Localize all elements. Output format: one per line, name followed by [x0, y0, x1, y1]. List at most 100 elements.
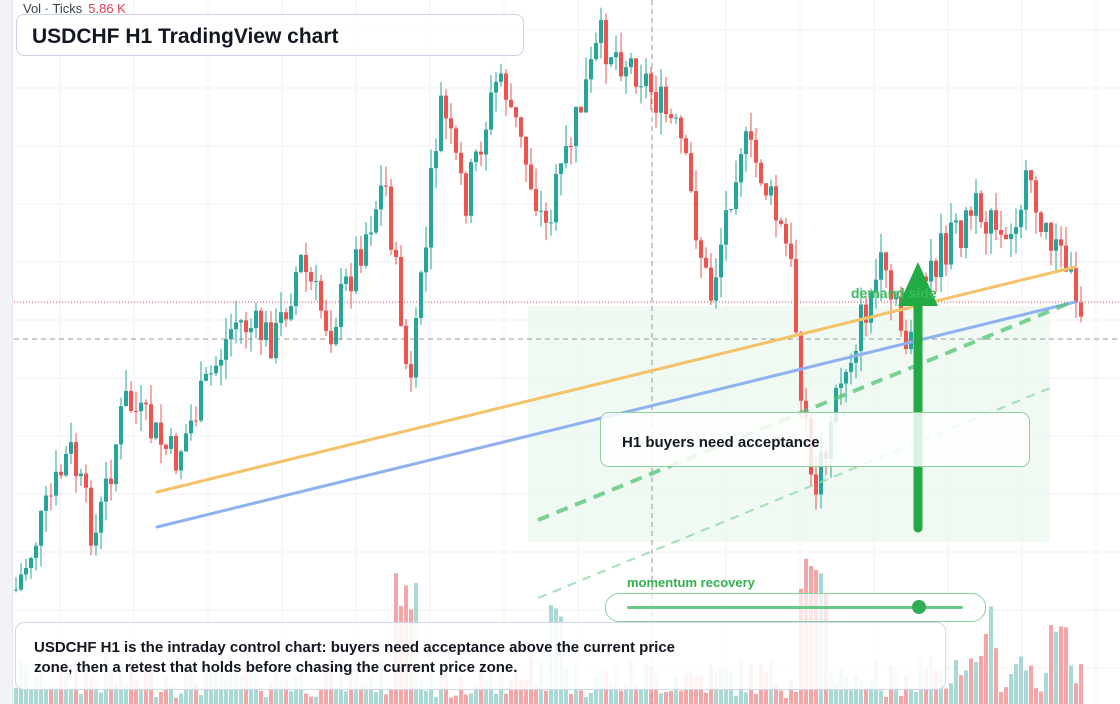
volume-bar — [999, 692, 1003, 704]
volume-bar — [624, 683, 628, 704]
candle-body — [294, 272, 298, 307]
volume-bar — [834, 685, 838, 704]
candle-body — [29, 558, 33, 569]
volume-bar — [734, 695, 738, 704]
candle-body — [714, 277, 718, 301]
volume-bar — [994, 648, 998, 704]
candle-body — [354, 249, 358, 292]
volume-bar — [179, 693, 183, 704]
candle-body — [39, 510, 43, 546]
volume-bar — [259, 690, 263, 704]
volume-bar — [634, 684, 638, 704]
volume-bar — [659, 693, 663, 704]
candle-body — [954, 220, 958, 223]
candle-body — [319, 280, 323, 311]
candle-body — [739, 154, 743, 183]
candle-body — [944, 233, 948, 265]
candle-body — [784, 223, 788, 244]
chart-left-edge — [0, 0, 13, 704]
candle-body — [619, 52, 623, 77]
candle-body — [209, 373, 213, 375]
candle-body — [399, 257, 403, 326]
analysis-note-box: USDCHF H1 is the intraday control chart:… — [15, 622, 946, 690]
volume-bar — [909, 687, 913, 704]
candle-body — [549, 222, 553, 224]
candle-body — [609, 57, 613, 65]
candle-body — [904, 330, 908, 350]
candle-body — [214, 365, 218, 374]
candle-body — [759, 162, 763, 184]
volume-bar — [199, 695, 203, 704]
volume-bar — [319, 688, 323, 704]
volume-bar — [864, 687, 868, 704]
volume-bar — [784, 697, 788, 704]
candles — [14, 7, 1083, 593]
candle-body — [694, 191, 698, 241]
candle-body — [324, 310, 328, 331]
volume-bar — [264, 697, 268, 704]
candle-body — [764, 183, 768, 196]
candle-body — [889, 270, 893, 300]
candle-body — [614, 52, 618, 58]
volume-bar — [224, 680, 228, 704]
volume-bar — [954, 659, 958, 704]
volume-bar — [534, 685, 538, 704]
demand-zone-label: demand side — [851, 285, 937, 301]
candle-body — [704, 257, 708, 268]
candle-body — [344, 276, 348, 284]
candle-body — [1014, 227, 1018, 235]
candle-body — [674, 117, 678, 119]
volume-bar — [304, 693, 308, 704]
candle-body — [114, 444, 118, 485]
candle-body — [339, 283, 343, 327]
channel-line-dashed — [537, 300, 1073, 522]
volume-bar — [14, 687, 18, 704]
candle-body — [909, 331, 913, 350]
volume-bar — [964, 670, 968, 704]
volume-bar — [1009, 673, 1013, 704]
candle-body — [304, 254, 308, 273]
candle-body — [699, 240, 703, 258]
candle-body — [139, 402, 143, 412]
volume-bar — [469, 693, 473, 704]
candle-body — [684, 138, 688, 154]
candle-body — [64, 453, 68, 476]
candle-body — [169, 436, 173, 449]
candle-body — [119, 406, 123, 445]
volume-bar — [34, 677, 38, 704]
candle-body — [159, 422, 163, 445]
candle-body — [529, 164, 533, 190]
candle-body — [299, 254, 303, 273]
volume-bar — [859, 681, 863, 704]
candle-body — [419, 272, 423, 319]
candle-body — [679, 117, 683, 139]
volume-bar — [869, 680, 873, 704]
volume-bar — [1079, 664, 1083, 704]
candle-body — [254, 310, 258, 329]
candle-body — [859, 304, 863, 351]
analysis-note: USDCHF H1 is the intraday control chart:… — [34, 639, 676, 676]
volume-bar — [579, 690, 583, 704]
candle-body — [489, 92, 493, 130]
volume-bar — [419, 679, 423, 704]
candle-body — [104, 478, 108, 502]
candle-body — [54, 471, 58, 496]
candle-body — [864, 304, 868, 323]
candle-body — [44, 495, 48, 511]
volume-bar — [519, 679, 523, 704]
candle-body — [589, 59, 593, 80]
candle-body — [74, 442, 78, 477]
candle-body — [184, 433, 188, 452]
candle-body — [819, 451, 823, 495]
candle-body — [544, 210, 548, 223]
volume-bar — [884, 696, 888, 704]
candle-body — [629, 58, 633, 68]
candle-body — [584, 79, 588, 113]
volume-bar — [454, 695, 458, 704]
candle-body — [834, 387, 838, 423]
volume-bar — [959, 675, 963, 704]
volume-bar — [1069, 665, 1073, 704]
volume-bar — [584, 697, 588, 704]
volume-bar — [359, 683, 363, 704]
candle-body — [349, 276, 353, 292]
